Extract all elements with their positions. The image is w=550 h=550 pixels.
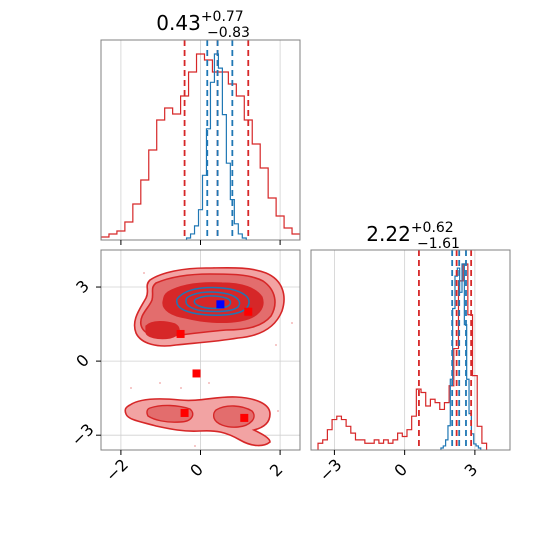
histogram-step — [185, 53, 247, 240]
panel-bottom-right-histograms — [317, 263, 488, 450]
scatter-point — [275, 344, 277, 346]
panel-bottom-right-quantile-lines — [418, 250, 473, 450]
red-marker — [240, 413, 249, 422]
red-marker — [244, 307, 253, 316]
panel-top-left-grid — [120, 40, 281, 240]
panel-bottom-right-frame — [310, 249, 511, 451]
x-tick-label: −3 — [315, 455, 345, 485]
contour-upper-inner — [162, 282, 264, 324]
panel-bottom-left: −2 0 2 −3 0 3 — [68, 249, 301, 485]
scatter-point — [208, 382, 210, 384]
x-tick-label: 3 — [461, 460, 482, 481]
panel-top-left-quantile-lines — [183, 40, 250, 240]
contour-upper-inner-island — [145, 321, 180, 340]
scatter-point — [130, 387, 132, 389]
scatter-point — [277, 410, 279, 412]
panel-top-left-ticks — [120, 240, 281, 245]
blue-contour-middle — [185, 291, 241, 313]
scatter-point — [194, 445, 196, 447]
x-tick-label: 2 — [266, 460, 287, 481]
panel-bottom-left-contours — [124, 266, 293, 447]
histogram-step — [440, 263, 482, 450]
panel-top-left-title: 0.43+0.77 −0.83 — [156, 9, 250, 41]
x-tick-label: 0 — [186, 460, 207, 481]
x-tick-label: 0 — [390, 460, 411, 481]
panel-bottom-left-markers — [176, 300, 253, 422]
panel-bottom-right-ticks: −3 0 3 — [315, 450, 481, 485]
panel-bottom-right-title: 2.22+0.62 −1.61 — [366, 220, 460, 252]
blue-contour-outer — [175, 286, 250, 316]
x-tick-label: −2 — [102, 455, 132, 485]
panel-top-left-histograms — [101, 53, 300, 240]
histogram-step — [101, 53, 300, 240]
red-marker — [176, 329, 185, 338]
blue-contours — [175, 286, 250, 316]
blue-marker — [216, 300, 225, 309]
scatter-point — [159, 382, 161, 384]
blue-contour-inner — [193, 295, 232, 310]
red-marker — [180, 408, 189, 417]
scatter-point — [143, 272, 145, 274]
red-marker — [192, 369, 201, 378]
panel-bottom-right: −3 0 3 2.22+0.62 −1.61 — [310, 220, 511, 485]
panel-bottom-right-grid — [334, 250, 476, 450]
y-tick-label: −3 — [68, 420, 98, 450]
panel-top-left: 0.43+0.77 −0.83 — [100, 9, 301, 245]
y-tick-label: 0 — [72, 350, 93, 371]
scatter-point — [291, 322, 293, 324]
scatter-point — [180, 387, 182, 389]
y-tick-label: 3 — [72, 276, 93, 297]
